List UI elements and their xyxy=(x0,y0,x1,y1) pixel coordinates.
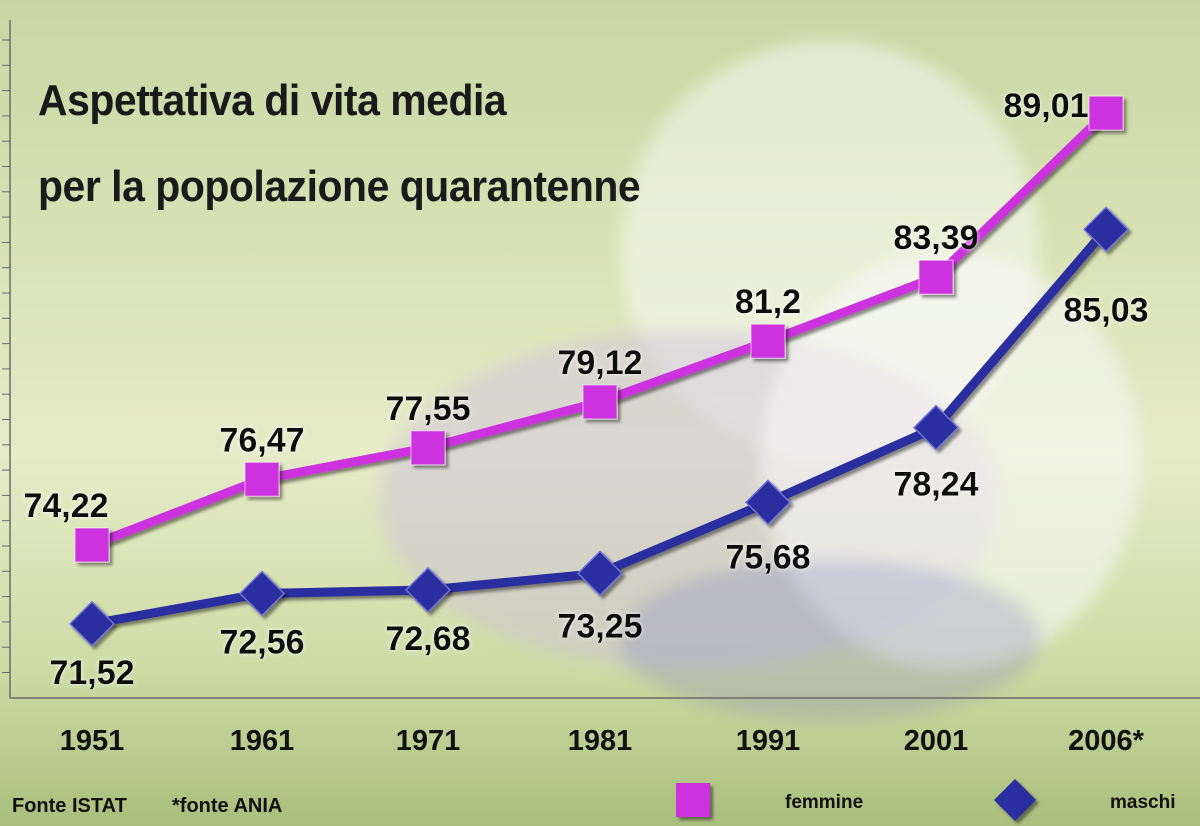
legend-label-maschi: maschi xyxy=(1110,792,1176,813)
chart-title: Aspettativa di vita media per la popolaz… xyxy=(38,58,641,230)
data-label-maschi-1981: 73,25 xyxy=(557,607,642,645)
chart-title-line-2: per la popolazione quarantenne xyxy=(38,161,641,211)
data-label-maschi-1991: 75,68 xyxy=(725,538,810,576)
x-tick-label: 1991 xyxy=(736,725,801,757)
data-point-femmine-1981 xyxy=(582,384,618,420)
data-point-femmine-2006 xyxy=(1088,95,1124,131)
legend-label-femmine: femmine xyxy=(785,792,864,813)
data-point-maschi-2006 xyxy=(1082,206,1130,253)
data-label-femmine-1991: 81,2 xyxy=(735,283,801,321)
chart-title-line-1: Aspettativa di vita media xyxy=(38,76,507,125)
data-point-maschi-1971 xyxy=(404,566,452,614)
data-point-maschi-2001 xyxy=(912,404,960,451)
data-point-femmine-1961 xyxy=(244,461,280,498)
data-point-femmine-1971 xyxy=(410,430,446,466)
x-tick-label: 1951 xyxy=(60,725,125,757)
legend-marker-femmine xyxy=(676,783,710,817)
data-label-maschi-2006: 85,03 xyxy=(1063,291,1148,329)
data-label-maschi-2001: 78,24 xyxy=(893,466,978,504)
legend-marker-maschi xyxy=(994,779,1036,821)
footer-note: *fonte ANIA xyxy=(172,795,283,817)
x-tick-label: 2006* xyxy=(1068,725,1145,757)
data-point-maschi-1951 xyxy=(68,600,116,647)
data-label-femmine-2006: 89,01 xyxy=(1003,87,1088,125)
data-label-femmine-2001: 83,39 xyxy=(893,219,978,257)
x-tick-label: 1971 xyxy=(396,725,461,757)
data-point-maschi-1991 xyxy=(744,479,792,526)
data-point-femmine-1991 xyxy=(750,323,786,359)
data-label-maschi-1951: 71,52 xyxy=(49,654,134,692)
data-point-maschi-1961 xyxy=(238,570,286,617)
footer-source: Fonte ISTAT xyxy=(12,795,127,817)
data-point-maschi-1981 xyxy=(576,550,624,597)
x-tick-label: 2001 xyxy=(904,725,969,757)
data-label-femmine-1971: 77,55 xyxy=(385,390,470,428)
data-label-femmine-1961: 76,47 xyxy=(219,421,304,459)
data-label-femmine-1951: 74,22 xyxy=(23,487,108,525)
data-point-femmine-2001 xyxy=(918,259,954,295)
data-label-maschi-1971: 72,68 xyxy=(385,620,470,658)
x-tick-label: 1981 xyxy=(568,725,633,757)
x-tick-label: 1961 xyxy=(230,725,295,757)
data-label-femmine-1981: 79,12 xyxy=(557,344,642,382)
data-point-femmine-1951 xyxy=(74,527,110,563)
background-photo-shape xyxy=(620,560,1040,720)
data-label-maschi-1961: 72,56 xyxy=(219,623,304,661)
